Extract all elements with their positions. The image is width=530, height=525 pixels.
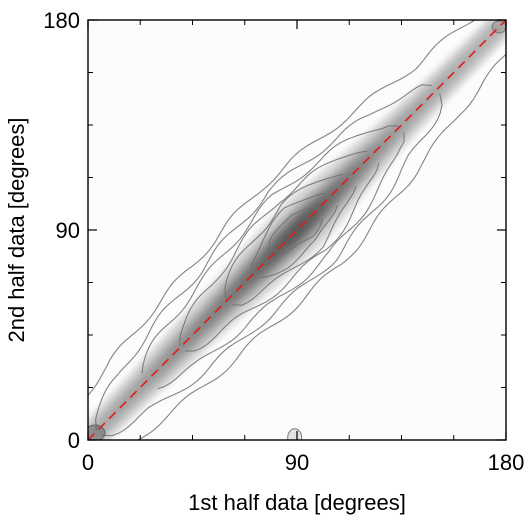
y-tick-label: 0 [68,428,80,453]
y-tick-label: 90 [56,218,80,243]
contour-line [136,53,506,440]
contour-line [185,162,380,352]
contour-line [276,218,324,257]
density-contours [88,20,506,440]
y-tick-label: 180 [43,8,80,33]
contour-line [101,93,443,437]
corner-density-blob [287,428,303,440]
x-axis-label: 1st half data [degrees] [188,490,406,515]
contour-line [179,150,368,346]
x-tick-label: 0 [82,450,94,475]
x-tick-label: 90 [285,450,309,475]
contour-line [95,84,432,430]
axis-ticks: 0 90 180 0 90 180 [43,8,524,475]
reference-line [88,20,506,440]
contour-line [250,192,326,268]
contour-line [224,173,344,299]
y-axis-label: 2nd half data [degrees] [4,117,29,342]
contour-line [232,186,357,306]
x-tick-label: 180 [488,450,525,475]
contour-line [268,207,313,249]
contour-line [157,132,405,390]
contour-line [260,205,339,279]
contour-line [141,125,398,374]
contour-line [88,20,476,396]
